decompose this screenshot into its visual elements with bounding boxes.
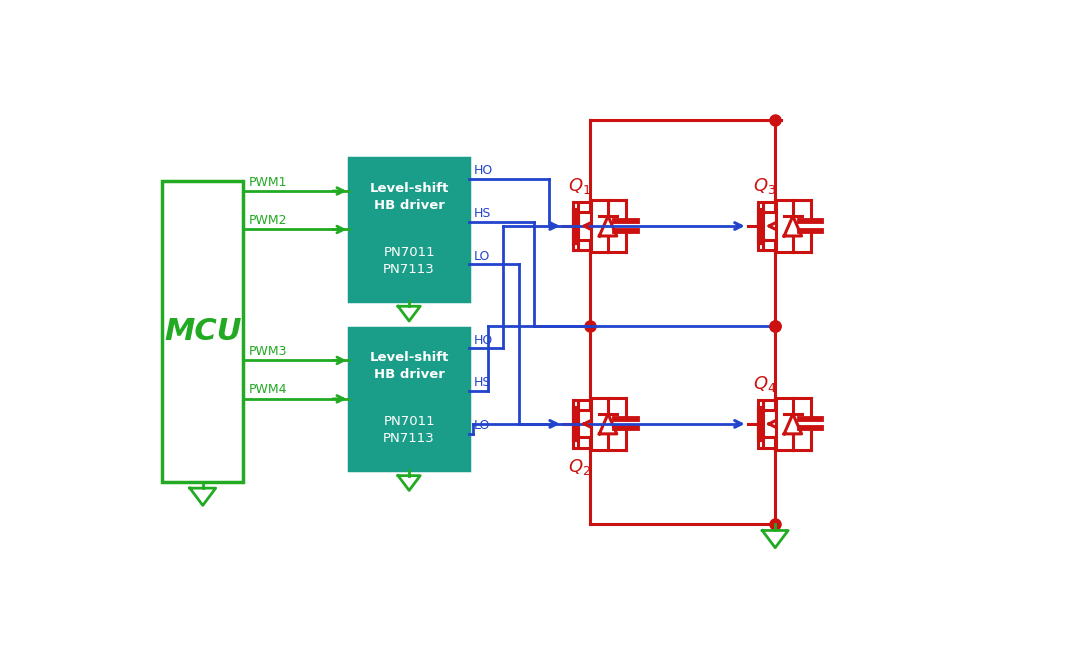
Text: HO: HO [473, 164, 492, 177]
Bar [573, 202, 592, 250]
Text: LO: LO [473, 419, 490, 432]
Bar [573, 400, 592, 448]
Text: LO: LO [473, 250, 490, 263]
Text: PWM1: PWM1 [248, 175, 287, 188]
Bar [350, 158, 469, 301]
Text: HS: HS [473, 377, 490, 390]
Text: HO: HO [473, 333, 492, 346]
Bar [758, 400, 777, 448]
Text: Level-shift
HB driver: Level-shift HB driver [369, 351, 449, 381]
Text: PWM3: PWM3 [248, 345, 287, 358]
Text: PN7011
PN7113: PN7011 PN7113 [383, 415, 435, 445]
Text: $Q_4$: $Q_4$ [753, 373, 777, 393]
Bar [162, 181, 243, 482]
Text: $Q_1$: $Q_1$ [568, 175, 591, 195]
Text: PWM4: PWM4 [248, 384, 287, 397]
Text: HS: HS [473, 207, 490, 220]
Text: MCU: MCU [164, 317, 242, 346]
Text: $Q_2$: $Q_2$ [568, 457, 591, 477]
Bar [758, 202, 777, 250]
Text: PN7011
PN7113: PN7011 PN7113 [383, 246, 435, 276]
Text: PWM2: PWM2 [248, 214, 287, 227]
Text: $Q_3$: $Q_3$ [753, 175, 775, 195]
Bar [350, 328, 469, 470]
Text: Level-shift
HB driver: Level-shift HB driver [369, 182, 449, 212]
